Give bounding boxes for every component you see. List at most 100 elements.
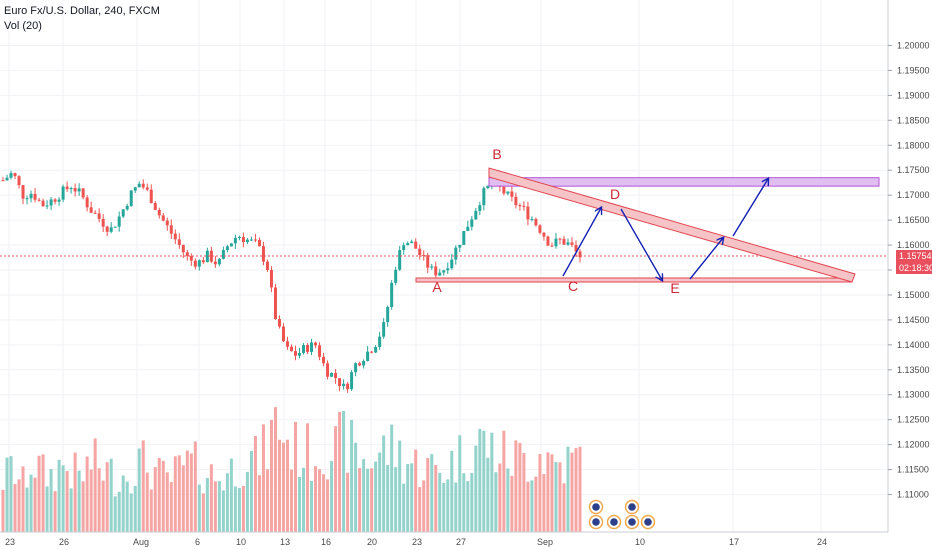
volume-bar [522,452,526,532]
projection-arrow[interactable] [689,238,723,280]
x-tick-label: 20 [367,537,377,547]
economic-event-icon[interactable] [624,499,640,515]
descending-trendline[interactable] [488,167,856,283]
candle-body [69,188,73,190]
economic-event-icon[interactable] [588,499,604,515]
volume-bar [562,483,566,532]
volume-bar [574,448,578,532]
candle-body [141,183,145,188]
wave-point-label[interactable]: E [670,280,679,296]
resistance-zone[interactable] [488,177,880,187]
candle-body [137,183,141,188]
volume-bar [133,485,137,532]
candle-body [326,363,330,377]
candle-body [546,236,550,246]
volume-bar [73,452,77,532]
volume-bar [370,468,374,532]
candle-body [558,238,562,240]
y-tick-label: 1.11000 [897,490,929,500]
volume-bar [121,475,125,532]
candle-body [221,250,225,259]
volume-bar [217,481,221,532]
economic-event-icon[interactable] [624,514,640,530]
candle-body [129,190,133,206]
volume-bar [165,472,169,532]
volume-bar [374,461,378,532]
volume-bar [410,463,414,532]
volume-bar [390,424,394,532]
wave-point-label[interactable]: A [432,279,442,295]
symbol-legend[interactable]: Euro Fx/U.S. Dollar, 240, FXCM [4,5,160,17]
candle-body [506,191,510,194]
x-tick-label: 10 [635,537,645,547]
support-line[interactable] [415,277,853,283]
volume-bar [213,481,217,532]
wave-point-label[interactable]: B [492,146,501,162]
volume-bar [442,483,446,532]
x-tick-label: 16 [321,537,331,547]
candle-body [205,250,209,263]
wave-point-label[interactable]: C [568,278,578,294]
volume-bar [141,440,145,532]
candle-body [386,306,390,323]
volume-bar [65,471,69,532]
economic-event-icon[interactable] [606,514,622,530]
volume-bar [33,477,37,532]
candle-body [374,347,378,353]
volume-bar [85,456,89,532]
countdown-value: 02:18:30 [899,263,932,273]
y-tick-label: 1.17500 [897,165,930,175]
projection-arrow[interactable] [562,208,601,277]
volume-bar [61,465,65,532]
volume-bar [502,430,506,532]
x-tick-label: 27 [456,537,466,547]
candle-body [402,245,406,251]
grid-lines [0,0,888,532]
candle-body [434,266,438,276]
candle-body [97,213,101,219]
volume-bar [426,457,430,532]
economic-event-icon[interactable] [588,514,604,530]
economic-events[interactable] [588,499,656,530]
time-axis[interactable]: 23 26 Aug 6 10 13 16 20 23 27 Sep 10 17 24 [0,531,888,547]
candle-body [474,210,478,220]
candle-body [109,227,113,232]
candle-body [25,198,29,200]
candle-body [241,236,245,243]
volume-bar [482,430,486,532]
volume-bar [45,486,49,532]
annotation-drawings[interactable]: A B C D E [415,146,880,296]
volume-bar [173,456,177,532]
candle-body [338,378,342,387]
volume-bar [281,442,285,532]
candle-body [61,186,65,200]
candle-body [277,319,281,327]
volume-bar [446,479,450,532]
wave-point-label[interactable]: D [610,186,620,202]
candle-body [1,180,5,182]
economic-event-icon[interactable] [640,514,656,530]
candle-body [113,226,117,228]
volume-bar [37,455,41,532]
volume-bar [265,469,269,532]
y-tick-label: 1.17000 [897,190,930,200]
volume-bar [438,472,442,532]
volume-bar [209,464,213,532]
projection-arrow[interactable] [732,179,768,237]
candle-body [362,360,366,366]
volume-bar [93,438,97,532]
volume-legend[interactable]: Vol (20) [4,20,42,32]
volume-bar [161,460,165,532]
candle-body [149,189,153,203]
y-tick-label: 1.19500 [897,65,930,75]
projection-arrow[interactable] [620,208,662,280]
volume-bar [129,493,133,532]
candle-body [502,186,506,194]
candle-body [418,248,422,255]
volume-bar [257,475,261,532]
volume-bar [117,491,121,532]
y-tick-label: 1.11500 [897,465,929,475]
volume-bar [330,460,334,532]
candle-body [466,226,470,232]
